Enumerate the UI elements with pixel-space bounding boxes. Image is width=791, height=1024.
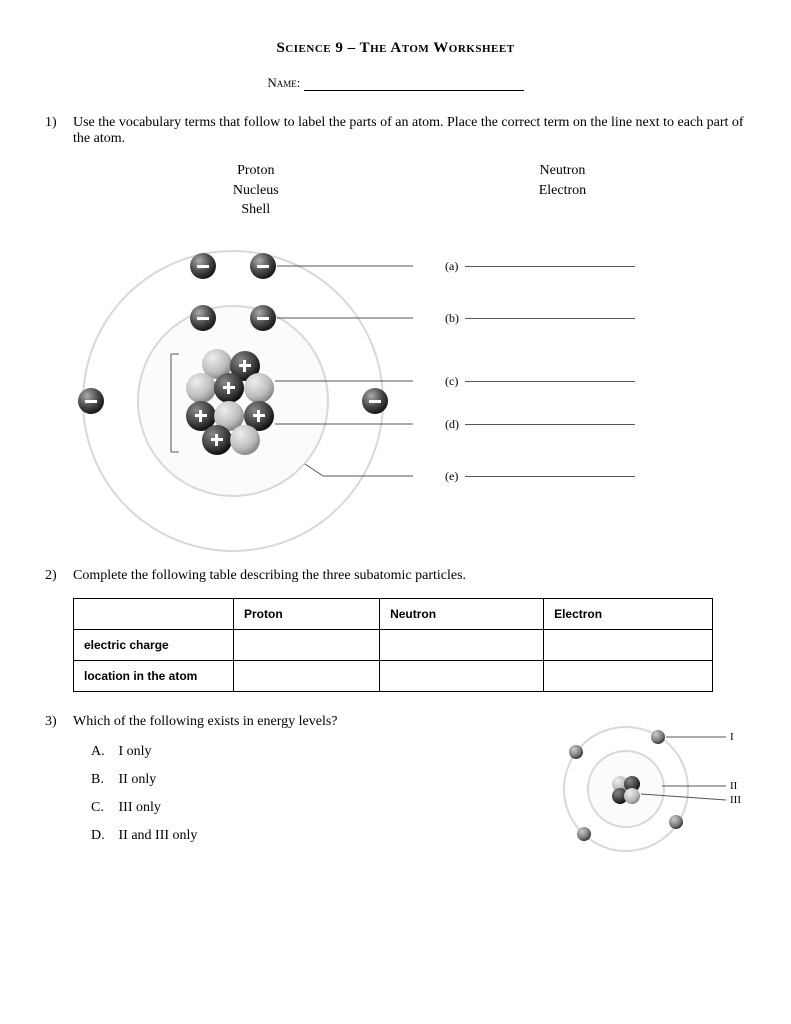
atom-svg — [73, 226, 413, 556]
page-title: Science 9 – The Atom Worksheet — [45, 40, 746, 57]
option-letter: A. — [91, 744, 115, 760]
option-text: I only — [119, 744, 152, 759]
question-2: 2) Complete the following table describi… — [45, 568, 746, 584]
name-label: Name: — [267, 75, 300, 90]
small-atom-diagram: I II III — [546, 714, 746, 869]
label-c: (c) — [445, 374, 458, 389]
small-label-1: I — [730, 731, 734, 743]
label-a: (a) — [445, 259, 458, 274]
q2-text: Complete the following table describing … — [73, 568, 746, 584]
table-cell[interactable] — [234, 629, 380, 660]
small-label-2: II — [730, 780, 737, 792]
label-d: (d) — [445, 417, 459, 432]
table-cell[interactable] — [234, 660, 380, 691]
table-cell[interactable] — [380, 629, 544, 660]
table-cell[interactable] — [380, 660, 544, 691]
vocab-term: Neutron — [539, 161, 586, 181]
table-cell[interactable] — [544, 660, 713, 691]
option-b[interactable]: B. II only — [91, 772, 506, 788]
option-d[interactable]: D. II and III only — [91, 828, 506, 844]
vocab-left: Proton Nucleus Shell — [233, 161, 279, 220]
name-row: Name: — [45, 75, 746, 91]
vocab-term: Electron — [539, 181, 586, 201]
blank-a[interactable] — [465, 266, 635, 267]
row-charge: electric charge — [74, 629, 234, 660]
electron-icon — [78, 388, 104, 414]
col-blank — [74, 598, 234, 629]
blank-b[interactable] — [465, 318, 635, 319]
option-letter: B. — [91, 772, 115, 788]
label-b: (b) — [445, 311, 459, 326]
vocab-right: Neutron Electron — [539, 161, 586, 220]
blank-e[interactable] — [465, 476, 635, 477]
option-text: III only — [119, 800, 161, 815]
vocab-term: Proton — [233, 161, 279, 181]
particles-table: Proton Neutron Electron electric charge … — [73, 598, 713, 692]
option-c[interactable]: C. III only — [91, 800, 506, 816]
col-proton: Proton — [234, 598, 380, 629]
q1-number: 1) — [45, 115, 73, 556]
name-blank[interactable] — [304, 90, 524, 91]
blank-d[interactable] — [465, 424, 635, 425]
question-3: 3) Which of the following exists in ener… — [45, 714, 746, 869]
q1-text: Use the vocabulary terms that follow to … — [73, 115, 746, 147]
blank-c[interactable] — [465, 381, 635, 382]
electron-icon — [250, 305, 276, 331]
electron-icon — [190, 253, 216, 279]
option-text: II only — [119, 772, 157, 787]
small-atom-svg — [546, 714, 746, 864]
option-text: II and III only — [119, 828, 198, 843]
atom-diagram: (a) (b) (c) (d) (e) — [73, 226, 746, 556]
col-neutron: Neutron — [380, 598, 544, 629]
option-letter: D. — [91, 828, 115, 844]
electron-icon — [190, 305, 216, 331]
electron-icon — [250, 253, 276, 279]
question-1: 1) Use the vocabulary terms that follow … — [45, 115, 746, 556]
q2-number: 2) — [45, 568, 73, 584]
table-cell[interactable] — [544, 629, 713, 660]
q3-text: Which of the following exists in energy … — [73, 714, 506, 730]
q3-number: 3) — [45, 714, 73, 869]
q3-options: A. I only B. II only C. III only D. II a… — [91, 744, 506, 844]
col-electron: Electron — [544, 598, 713, 629]
option-letter: C. — [91, 800, 115, 816]
vocab-term: Nucleus — [233, 181, 279, 201]
option-a[interactable]: A. I only — [91, 744, 506, 760]
electron-icon — [362, 388, 388, 414]
label-e: (e) — [445, 469, 458, 484]
vocab-term: Shell — [233, 200, 279, 220]
row-location: location in the atom — [74, 660, 234, 691]
vocab-row: Proton Nucleus Shell Neutron Electron — [73, 161, 746, 220]
small-label-3: III — [730, 794, 741, 806]
